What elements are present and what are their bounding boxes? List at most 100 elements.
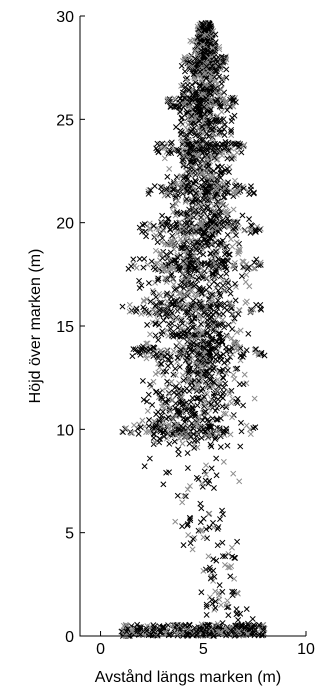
scatter-point xyxy=(163,310,169,317)
scatter-point xyxy=(215,330,222,337)
scatter-point xyxy=(159,408,166,415)
scatter-point xyxy=(208,443,215,450)
scatter-point xyxy=(195,415,202,421)
scatter-point xyxy=(170,275,177,282)
scatter-point xyxy=(197,97,204,104)
scatter-point xyxy=(215,313,222,320)
scatter-point xyxy=(233,606,240,613)
scatter-point xyxy=(243,606,250,613)
scatter-point xyxy=(190,536,197,542)
scatter-point xyxy=(179,293,186,300)
scatter-point xyxy=(224,333,231,340)
scatter-point xyxy=(248,625,255,632)
scatter-point xyxy=(213,182,220,189)
scatter-point xyxy=(184,486,191,493)
scatter-point xyxy=(194,34,201,41)
scatter-point xyxy=(196,152,202,159)
scatter-point xyxy=(207,234,214,241)
scatter-point xyxy=(208,240,215,247)
scatter-point xyxy=(179,398,186,405)
scatter-point xyxy=(143,296,150,303)
scatter-point xyxy=(247,308,254,315)
scatter-point xyxy=(240,351,247,358)
scatter-point xyxy=(185,426,192,433)
scatter-point xyxy=(222,380,229,387)
scatter-point xyxy=(166,469,173,476)
scatter-point xyxy=(206,349,213,356)
scatter-point xyxy=(222,121,228,128)
scatter-point xyxy=(140,297,147,304)
scatter-point xyxy=(163,292,170,299)
scatter-point xyxy=(157,184,164,190)
scatter-point xyxy=(193,239,200,246)
scatter-point xyxy=(136,349,143,356)
scatter-point xyxy=(198,505,205,512)
scatter-point xyxy=(229,326,236,332)
scatter-point xyxy=(167,227,174,233)
scatter-point xyxy=(221,300,228,307)
scatter-point xyxy=(198,222,205,228)
scatter-point xyxy=(138,344,145,351)
scatter-point xyxy=(195,325,202,332)
scatter-point xyxy=(209,231,216,238)
scatter-point xyxy=(252,228,259,235)
scatter-point xyxy=(192,96,199,103)
scatter-point xyxy=(246,283,253,290)
scatter-point xyxy=(190,183,197,190)
scatter-point xyxy=(200,251,207,258)
scatter-point xyxy=(199,48,206,55)
scatter-point xyxy=(147,331,153,338)
scatter-point xyxy=(232,280,238,287)
scatter-point xyxy=(215,589,222,596)
scatter-point xyxy=(157,251,164,258)
scatter-point xyxy=(164,430,171,437)
scatter-point xyxy=(208,309,215,316)
scatter-point xyxy=(190,425,196,432)
scatter-point xyxy=(233,329,240,336)
scatter-point xyxy=(200,534,207,541)
scatter-point xyxy=(186,483,193,489)
scatter-point xyxy=(223,99,230,106)
scatter-point xyxy=(147,381,153,388)
scatter-point xyxy=(211,74,218,81)
scatter-point xyxy=(215,524,222,530)
scatter-point xyxy=(201,179,208,186)
scatter-point xyxy=(146,428,153,435)
scatter-point xyxy=(172,372,179,379)
scatter-point xyxy=(214,58,221,65)
scatter-point xyxy=(212,389,219,396)
scatter-point xyxy=(150,378,157,385)
scatter-point xyxy=(227,431,234,438)
scatter-point xyxy=(169,258,176,264)
scatter-point xyxy=(175,181,182,188)
scatter-point xyxy=(177,333,184,340)
scatter-point xyxy=(222,553,229,560)
scatter-point xyxy=(227,573,234,580)
scatter-point xyxy=(182,416,189,423)
scatter-point xyxy=(209,258,216,265)
scatter-point xyxy=(141,463,148,470)
scatter-point xyxy=(181,219,188,226)
scatter-point xyxy=(188,302,195,309)
scatter-point xyxy=(178,62,185,69)
scatter-point xyxy=(172,212,179,219)
scatter-point xyxy=(218,108,225,115)
scatter-point xyxy=(201,119,208,126)
scatter-point xyxy=(220,458,227,465)
scatter-point xyxy=(186,375,193,382)
scatter-point xyxy=(171,186,178,193)
scatter-point xyxy=(202,236,209,243)
scatter-point xyxy=(209,625,216,632)
scatter-point xyxy=(209,367,216,374)
scatter-point xyxy=(206,69,213,76)
scatter-point xyxy=(219,507,226,514)
scatter-point xyxy=(203,601,210,608)
scatter-point xyxy=(216,381,222,388)
scatter-point xyxy=(181,101,188,108)
scatter-point xyxy=(219,217,226,224)
scatter-point xyxy=(192,331,198,338)
scatter-point xyxy=(219,588,226,595)
scatter-point xyxy=(228,145,235,152)
scatter-point xyxy=(221,145,228,152)
y-tick-label: 25 xyxy=(56,112,74,129)
